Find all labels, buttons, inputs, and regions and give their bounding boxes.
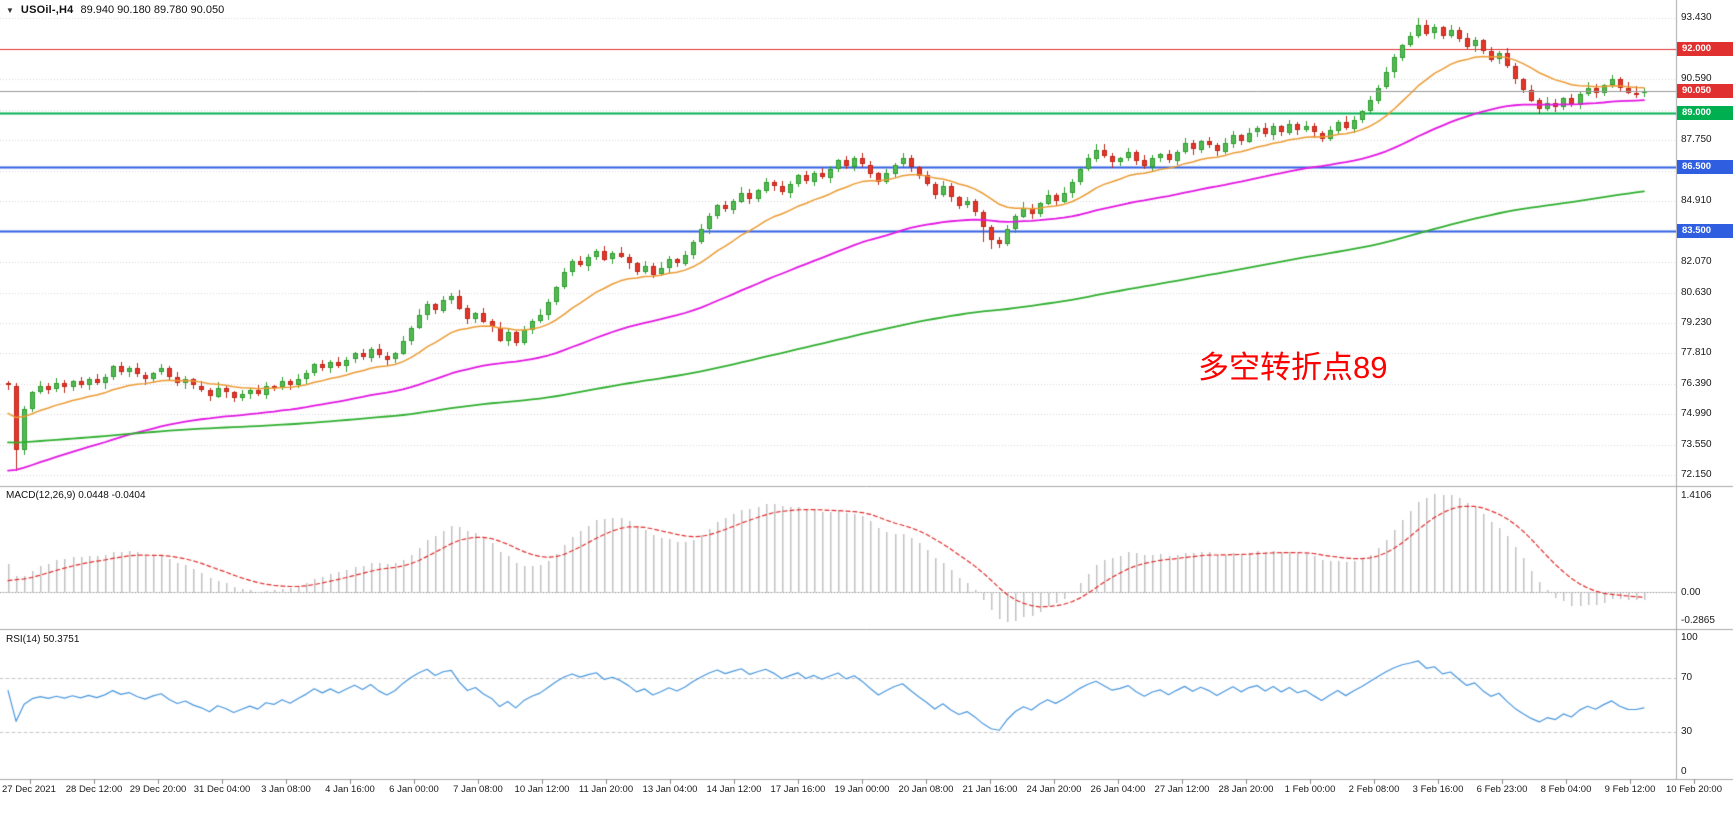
price-axis-label: 84.910 <box>1681 195 1712 206</box>
price-axis-label: 77.810 <box>1681 347 1712 358</box>
time-axis-label: 10 Feb 20:00 <box>1666 784 1722 795</box>
ohlc-values: 89.940 90.180 89.780 90.050 <box>80 4 225 16</box>
time-axis-label: 1 Feb 00:00 <box>1284 784 1336 795</box>
time-axis-label: 28 Jan 20:00 <box>1218 784 1274 795</box>
price-line-badge: 83.500 <box>1677 224 1733 238</box>
time-axis-label: 27 Jan 12:00 <box>1154 784 1210 795</box>
price-axis-label: 87.750 <box>1681 134 1712 145</box>
time-axis-label: 11 Jan 20:00 <box>578 784 634 795</box>
price-axis-label: 90.590 <box>1681 73 1712 84</box>
macd-indicator-label: MACD(12,26,9) 0.0448 -0.0404 <box>6 490 146 501</box>
time-axis-label: 8 Feb 04:00 <box>1540 784 1592 795</box>
time-axis-label: 6 Feb 23:00 <box>1476 784 1528 795</box>
macd-name: MACD(12,26,9) <box>6 490 76 501</box>
price-axis-label: 74.990 <box>1681 408 1712 419</box>
price-axis-label: 82.070 <box>1681 256 1712 267</box>
price-axis-label: 80.630 <box>1681 287 1712 298</box>
price-axis-label: 72.150 <box>1681 469 1712 480</box>
rsi-axis-label: 30 <box>1681 726 1693 737</box>
time-axis-label: 31 Dec 04:00 <box>193 784 251 795</box>
symbol-name: USOil-,H4 <box>20 4 74 16</box>
macd-values: 0.0448 -0.0404 <box>78 490 146 501</box>
rsi-name: RSI(14) <box>6 634 41 645</box>
time-axis-label: 19 Jan 00:00 <box>834 784 890 795</box>
price-axis-label: 93.430 <box>1681 12 1712 23</box>
macd-axis-label: 0.00 <box>1681 586 1701 598</box>
annotation-text: 多空转折点89 <box>1198 350 1388 385</box>
time-axis-label: 13 Jan 04:00 <box>642 784 698 795</box>
price-axis-label: 79.230 <box>1681 317 1712 328</box>
price-line-badge: 92.000 <box>1677 42 1733 56</box>
rsi-axis-label: 100 <box>1681 632 1698 643</box>
time-axis-label: 14 Jan 12:00 <box>706 784 762 795</box>
time-axis-label: 17 Jan 16:00 <box>770 784 826 795</box>
time-axis-label: 21 Jan 16:00 <box>962 784 1018 795</box>
symbol-header: ▼ USOil-,H4 89.940 90.180 89.780 90.050 <box>6 4 224 16</box>
price-axis-label: 73.550 <box>1681 439 1712 450</box>
rsi-axis-label: 0 <box>1681 766 1687 777</box>
rsi-value: 50.3751 <box>43 634 80 645</box>
time-axis-label: 9 Feb 12:00 <box>1604 784 1656 795</box>
price-line-badge: 86.500 <box>1677 160 1733 174</box>
price-axis-label: 76.390 <box>1681 378 1712 389</box>
time-axis-label: 7 Jan 08:00 <box>453 784 503 795</box>
macd-axis-label: -0.2865 <box>1681 615 1715 626</box>
time-axis-label: 10 Jan 12:00 <box>514 784 570 795</box>
time-axis-label: 24 Jan 20:00 <box>1026 784 1082 795</box>
time-axis-label: 4 Jan 16:00 <box>325 784 375 795</box>
time-axis-label: 29 Dec 20:00 <box>129 784 187 795</box>
macd-axis-label: 1.4106 <box>1681 490 1712 501</box>
price-line-badge: 89.000 <box>1677 106 1733 120</box>
time-axis-label: 27 Dec 2021 <box>2 784 56 795</box>
current-price-badge: 90.050 <box>1677 84 1733 98</box>
time-axis-label: 20 Jan 08:00 <box>898 784 954 795</box>
time-axis-label: 2 Feb 08:00 <box>1348 784 1400 795</box>
time-axis-label: 3 Jan 08:00 <box>261 784 311 795</box>
symbol-dropdown-icon[interactable]: ▼ <box>6 5 14 15</box>
rsi-axis-label: 70 <box>1681 672 1693 683</box>
time-axis-label: 6 Jan 00:00 <box>389 784 439 795</box>
rsi-indicator-label: RSI(14) 50.3751 <box>6 634 79 645</box>
time-axis-label: 3 Feb 16:00 <box>1412 784 1464 795</box>
time-axis-label: 26 Jan 04:00 <box>1090 784 1146 795</box>
time-axis-label: 28 Dec 12:00 <box>65 784 123 795</box>
